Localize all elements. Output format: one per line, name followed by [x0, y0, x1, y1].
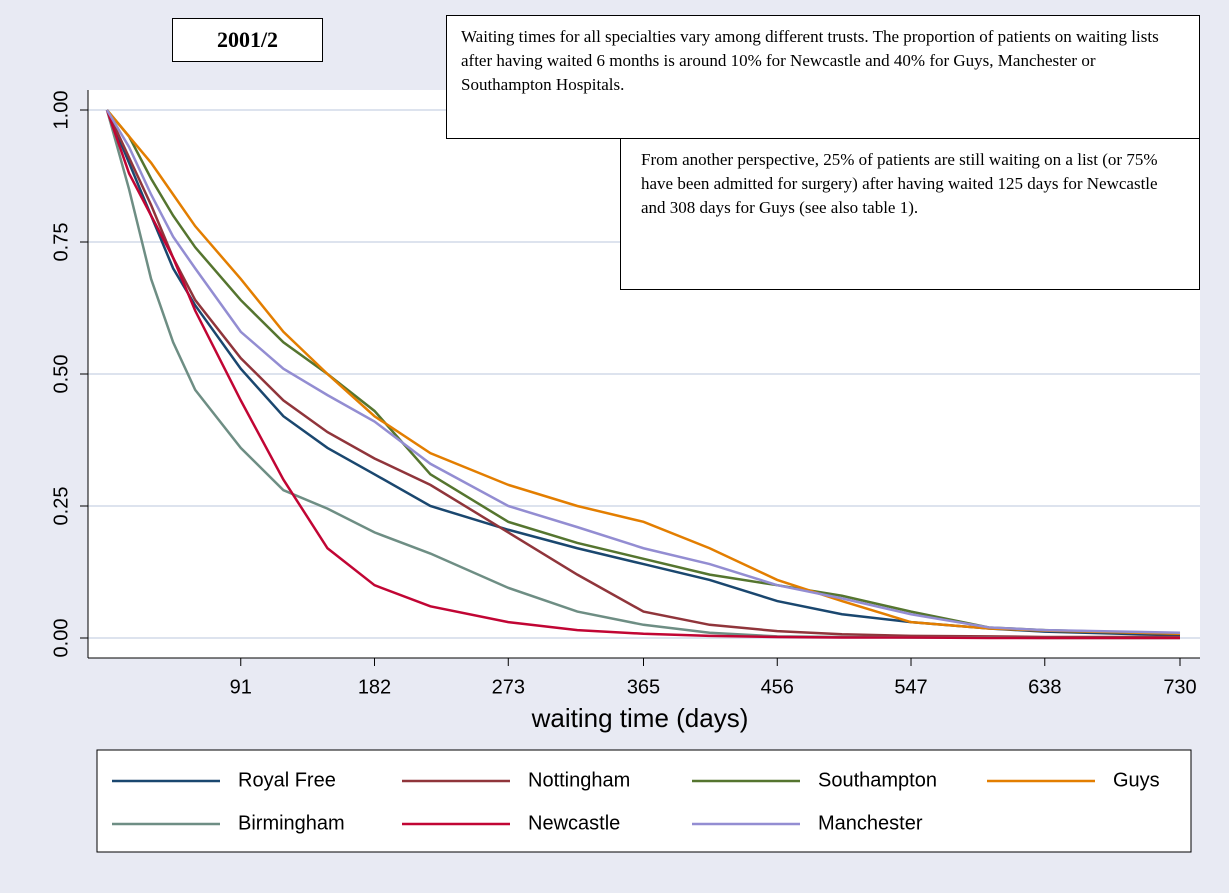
legend-label: Nottingham — [528, 769, 630, 791]
legend-label: Birmingham — [238, 812, 345, 834]
y-tick-label: 1.00 — [50, 91, 72, 130]
title: 2001/2 — [172, 18, 323, 62]
x-tick-label: 456 — [761, 676, 794, 698]
x-tick-label: 182 — [358, 676, 391, 698]
y-tick-label: 0.25 — [50, 487, 72, 526]
legend-label: Southampton — [818, 769, 937, 791]
x-tick-label: 547 — [894, 676, 927, 698]
y-tick-label: 0.50 — [50, 355, 72, 394]
annotation: From another perspective, 25% of patient… — [620, 138, 1200, 290]
series-line — [105, 109, 1181, 637]
x-tick-label: 638 — [1028, 676, 1061, 698]
series-line — [105, 109, 1181, 634]
y-tick-label: 0.75 — [50, 223, 72, 262]
x-tick-label: 91 — [230, 676, 252, 698]
series-line — [105, 109, 1180, 640]
legend-label: Guys — [1113, 769, 1160, 791]
lines — [105, 109, 1181, 640]
x-tick-label: 730 — [1163, 676, 1196, 698]
y-tick-label: 0.00 — [50, 619, 72, 658]
x-tick-label: 273 — [492, 676, 525, 698]
legend-label: Manchester — [818, 812, 923, 834]
series-line — [106, 109, 1181, 636]
x-axis-label: waiting time (days) — [531, 703, 749, 733]
legend-label: Newcastle — [528, 812, 620, 834]
x-tick-label: 365 — [627, 676, 660, 698]
legend-label: Royal Free — [238, 769, 336, 791]
legend-box — [96, 749, 1192, 853]
annotation: Waiting times for all specialties vary a… — [446, 15, 1200, 139]
series-line — [106, 109, 1181, 636]
legend: Royal Free Nottingham Southampton Guys Birmi… — [112, 769, 1160, 834]
